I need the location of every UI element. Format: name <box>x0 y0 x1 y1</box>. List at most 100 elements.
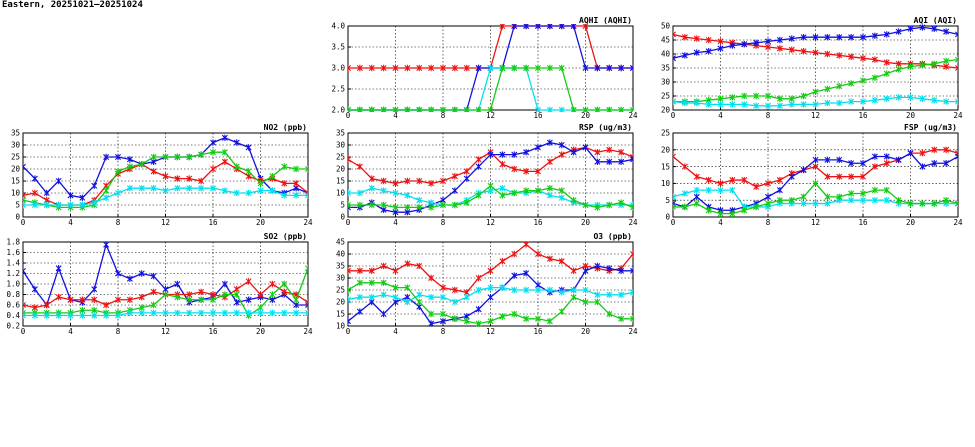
data-point <box>348 64 351 72</box>
data-point <box>380 106 387 112</box>
data-point <box>43 312 50 319</box>
data-point <box>210 309 216 317</box>
chart-aqi: 0 4 8 12 16 20 24 20 25 30 35 40 45 50 AQI (AQI) <box>661 16 963 120</box>
data-point <box>368 175 375 182</box>
series-green <box>348 279 633 327</box>
data-point <box>919 62 926 69</box>
data-point <box>594 204 601 211</box>
y-tick-label: 5 <box>15 201 20 210</box>
y-tick-label: 25 <box>11 153 20 162</box>
series-blue <box>348 139 633 216</box>
data-point <box>233 139 240 146</box>
chart-title: SO2 (ppb) <box>264 232 307 241</box>
data-point <box>871 97 878 104</box>
data-point <box>594 262 601 270</box>
data-point <box>836 173 843 180</box>
data-point <box>43 201 50 209</box>
data-point <box>717 95 724 102</box>
data-point <box>717 180 724 187</box>
data-point <box>404 204 411 211</box>
data-point <box>356 64 363 72</box>
data-point <box>511 272 518 279</box>
series-green <box>673 56 958 105</box>
data-point <box>546 185 553 192</box>
data-point <box>741 176 748 184</box>
data-point <box>138 185 145 192</box>
data-point <box>221 280 228 288</box>
data-point <box>428 180 435 187</box>
data-point <box>305 301 308 309</box>
data-point <box>848 160 855 167</box>
x-tick-label: 8 <box>116 327 121 336</box>
y-tick-label: 30 <box>661 78 671 87</box>
data-point <box>907 200 914 207</box>
data-point <box>788 46 795 53</box>
data-point <box>281 309 288 317</box>
data-point <box>79 201 86 209</box>
data-point <box>836 193 843 201</box>
data-point <box>931 97 938 104</box>
data-point <box>606 310 613 318</box>
data-point <box>546 139 553 146</box>
chart-title: FSP (ug/m3) <box>904 123 957 132</box>
data-point <box>150 272 157 280</box>
data-point <box>233 299 240 306</box>
data-point <box>535 315 541 322</box>
data-point <box>693 35 700 42</box>
y-tick-label: 3.0 <box>331 64 345 73</box>
x-tick-label: 24 <box>628 111 638 120</box>
data-point <box>570 286 577 294</box>
data-point <box>788 173 795 180</box>
data-point <box>717 38 724 45</box>
x-tick-label: 20 <box>906 218 916 227</box>
x-tick-label: 4 <box>68 327 73 336</box>
data-point <box>765 102 771 109</box>
data-point <box>380 310 387 318</box>
data-point <box>451 106 458 112</box>
data-point <box>570 24 577 30</box>
data-point <box>812 34 819 41</box>
data-point <box>594 64 601 72</box>
data-point <box>428 310 435 318</box>
data-point <box>919 149 926 157</box>
x-tick-label: 8 <box>441 327 446 336</box>
y-tick-label: 1.8 <box>6 238 20 247</box>
data-point <box>186 175 193 182</box>
data-point <box>269 291 276 298</box>
data-point <box>630 204 633 211</box>
data-point <box>55 293 62 301</box>
data-point <box>535 106 541 112</box>
data-point <box>871 153 878 160</box>
data-point <box>31 312 38 319</box>
data-point <box>523 286 530 294</box>
x-tick-label: 8 <box>441 218 446 227</box>
data-point <box>558 24 565 30</box>
data-point <box>618 106 625 112</box>
data-point <box>499 313 506 320</box>
data-point <box>673 31 676 38</box>
data-point <box>305 299 308 306</box>
data-point <box>348 296 351 303</box>
data-point <box>174 280 181 288</box>
data-point <box>126 185 133 192</box>
y-tick-label: 20 <box>11 165 21 174</box>
data-point <box>23 197 26 204</box>
x-tick-label: 24 <box>303 327 313 336</box>
y-tick-label: 35 <box>11 129 20 138</box>
data-point <box>440 284 446 291</box>
data-point <box>23 163 26 170</box>
data-point <box>729 176 736 184</box>
y-tick-label: 35 <box>661 64 670 73</box>
data-point <box>776 186 783 194</box>
data-point <box>895 197 902 204</box>
data-point <box>883 31 890 38</box>
data-point <box>848 197 855 204</box>
data-point <box>91 286 98 293</box>
data-point <box>511 151 518 158</box>
data-point <box>305 265 308 272</box>
data-point <box>138 270 145 277</box>
data-point <box>79 312 86 319</box>
data-point <box>558 141 565 149</box>
data-point <box>475 306 482 313</box>
